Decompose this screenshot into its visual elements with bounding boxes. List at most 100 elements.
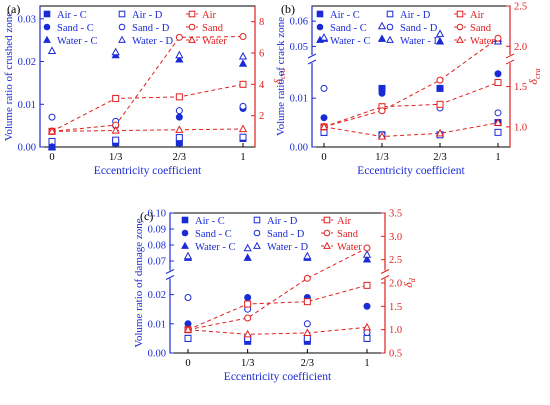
legend-label: Water - C — [330, 36, 371, 47]
axis-break-mark — [505, 59, 515, 65]
x-tick-label: 2/3 — [173, 152, 186, 163]
y-axis-label: Volume ratio of damage zone — [133, 218, 145, 347]
data-point-sand — [175, 33, 183, 41]
y2-tick-label: 2.0 — [389, 279, 402, 290]
data-point-air — [112, 94, 120, 102]
legend-item-air-d: Air - D — [253, 216, 298, 227]
legend-item-water-d: Water - D — [386, 35, 442, 47]
data-point-water-c — [377, 34, 387, 42]
legend-label: Water - D — [267, 242, 309, 253]
data-point-sand-d — [239, 102, 247, 110]
data-point-water-c — [243, 253, 252, 261]
data-point-water-d — [183, 251, 193, 260]
data-point-water — [493, 118, 503, 126]
legend-label: Water — [202, 36, 227, 47]
data-point-water-c — [175, 54, 184, 63]
data-point-water-d — [319, 33, 329, 41]
legend-label: Air — [202, 10, 217, 21]
y2-axis-label: δcra — [526, 68, 542, 84]
data-point-water-d — [47, 46, 57, 54]
data-point-sand-d — [363, 329, 371, 337]
data-point-sand-d — [184, 294, 192, 302]
data-point-sand-c — [320, 114, 328, 122]
legend-marker — [181, 229, 189, 237]
legend-label: Air - C — [195, 216, 225, 227]
legend: Air - C Air - D Air Sand - C Sand - D Sand Wat… — [43, 10, 227, 47]
axis-break-mark — [165, 269, 175, 274]
y-tick-label: 0.02 — [18, 57, 36, 68]
data-point-sand-c — [436, 84, 444, 92]
legend-marker — [118, 35, 126, 43]
legend-marker — [456, 10, 464, 18]
data-point-sand-d — [303, 320, 311, 328]
y2-tick-label: 1.5 — [389, 302, 402, 313]
legend-marker — [323, 229, 331, 237]
legend-item-water-d: Water - D — [253, 241, 309, 253]
legend-label: Sand - D — [132, 23, 170, 34]
data-point-sand-d — [320, 84, 328, 92]
legend-item-sand-d: Sand - D — [118, 23, 170, 34]
legend-marker — [118, 23, 126, 31]
legend-marker — [188, 35, 196, 43]
legend-marker — [386, 10, 394, 18]
legend-item-water: Water — [186, 35, 227, 47]
data-point-water — [319, 122, 329, 130]
panel-label: (a) — [7, 2, 20, 16]
data-point-air — [175, 93, 183, 101]
legend-label: Sand - D — [400, 23, 438, 34]
data-point-water — [238, 124, 248, 133]
panel-label: (b) — [281, 2, 295, 16]
axis-break-mark — [307, 53, 317, 59]
legend-item-water: Water — [321, 241, 362, 253]
chart-panel-a: 0.00 0.01 0.02 0.03 2 4 6 8 0 1/3 2/3 1 Eccentricity… — [3, 2, 287, 177]
legend-marker — [456, 35, 464, 43]
legend-label: Water — [470, 36, 495, 47]
data-point-air — [239, 80, 247, 88]
legend-marker — [118, 10, 126, 18]
y-tick-label: 0.08 — [148, 241, 166, 252]
legend-marker — [316, 10, 324, 18]
legend-marker — [386, 23, 394, 31]
y-tick-label: 0.06 — [290, 17, 308, 28]
series-line-water — [323, 122, 499, 138]
x-tick-label: 1/3 — [109, 152, 122, 163]
legend-label: Air — [337, 216, 352, 227]
data-point-sand-d — [48, 113, 56, 121]
legend-marker — [386, 35, 394, 43]
legend-label: Sand — [470, 23, 492, 34]
y-tick-label: 0.00 — [290, 143, 308, 154]
y-tick-label: 0.01 — [148, 319, 166, 330]
legend-marker — [253, 216, 261, 224]
y2-axis-label: δd — [401, 277, 417, 288]
axis-break-gap — [308, 55, 316, 63]
legend-label: Air - D — [132, 10, 163, 21]
legend-item-sand-c: Sand - C — [181, 229, 232, 240]
legend-label: Air - C — [330, 10, 360, 21]
data-point-air-d — [303, 334, 311, 342]
axis-break-gap — [506, 55, 514, 63]
data-point-water — [47, 126, 57, 135]
x-tick-label: 1 — [240, 152, 245, 163]
y2-axis-label: δcru — [271, 68, 287, 84]
series-line-air — [51, 83, 244, 132]
data-point-sand — [239, 33, 247, 41]
y-axis-label: Volume ratio of crack zone — [275, 17, 287, 136]
y-axis-label: Volume ratio of crushed zone — [3, 12, 15, 141]
data-point-water — [175, 125, 184, 133]
data-point-water-c — [238, 59, 248, 67]
data-point-air-d — [239, 133, 247, 141]
series-line-sand — [187, 247, 368, 331]
series-line-air — [323, 82, 499, 128]
y2-tick-label: 2 — [259, 111, 264, 122]
legend-item-air-c: Air - C — [181, 216, 225, 227]
x-axis-label: Eccentricity coefficient — [94, 165, 202, 177]
legend-item-sand-d: Sand - D — [253, 229, 305, 240]
legend-item-sand-d: Sand - D — [386, 23, 438, 34]
legend-item-sand-c: Sand - C — [316, 23, 367, 34]
y-tick-label: 0.03 — [18, 14, 36, 25]
x-tick-label: 2/3 — [301, 358, 314, 369]
data-point-sand-d — [175, 107, 183, 115]
data-point-water — [111, 126, 120, 134]
y-tick-label: 0.07 — [148, 257, 166, 268]
